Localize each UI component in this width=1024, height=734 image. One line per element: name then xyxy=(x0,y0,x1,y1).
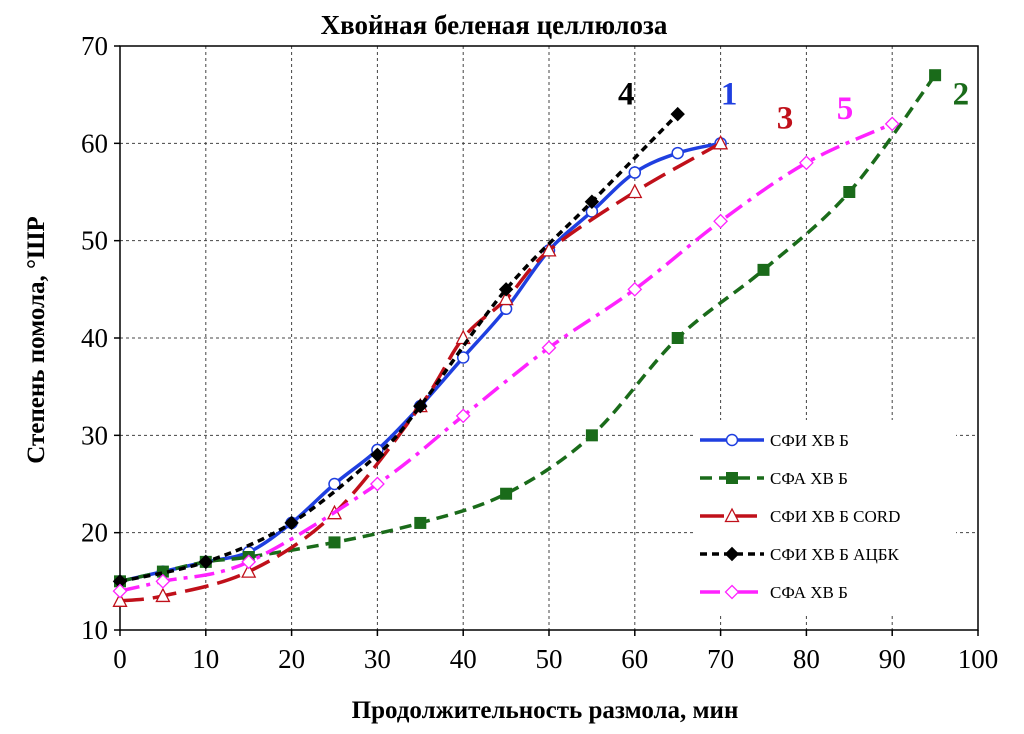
data-point xyxy=(627,183,643,199)
data-point xyxy=(155,573,171,589)
series-line xyxy=(119,112,679,584)
data-point xyxy=(241,563,257,578)
legend-item: СФА ХВ Б xyxy=(700,583,848,602)
x-tick-label: 20 xyxy=(278,644,305,674)
series-line xyxy=(119,74,937,584)
data-point xyxy=(455,408,471,424)
data-point xyxy=(929,69,942,82)
legend-label: СФА ХВ Б xyxy=(770,583,848,602)
curve-label-1: 1 xyxy=(721,76,738,112)
series-3 xyxy=(112,134,729,607)
chart-title: Хвойная беленая целлюлоза xyxy=(321,10,668,40)
legend-item: СФИ ХВ Б АЦБК xyxy=(700,545,899,564)
data-point xyxy=(713,134,729,150)
legend-marker xyxy=(724,584,740,600)
series-line xyxy=(119,141,722,603)
data-point xyxy=(671,332,684,344)
series xyxy=(112,69,942,607)
data-point xyxy=(369,476,385,492)
legend-label: СФИ ХВ Б CORD xyxy=(770,507,900,526)
curve-labels: 1 2 3 4 5 xyxy=(618,76,969,136)
data-point xyxy=(413,398,428,414)
y-tick-label: 70 xyxy=(81,31,108,61)
x-tick-label: 50 xyxy=(536,644,563,674)
legend-label: СФИ ХВ Б xyxy=(770,431,849,450)
data-point xyxy=(370,447,385,463)
x-tick-label: 0 xyxy=(113,644,127,674)
y-tick-label: 30 xyxy=(81,420,108,450)
data-point xyxy=(328,536,341,549)
y-tick-label: 10 xyxy=(81,615,108,645)
legend-marker xyxy=(724,507,740,523)
data-point xyxy=(757,263,770,276)
curve-label-2: 2 xyxy=(953,76,970,112)
data-point xyxy=(456,351,470,364)
x-tick-label: 90 xyxy=(879,644,906,674)
data-point xyxy=(627,281,643,297)
series-5 xyxy=(112,116,900,599)
legend-label: СФИ ХВ Б АЦБК xyxy=(770,545,899,564)
data-point xyxy=(798,155,814,171)
data-point xyxy=(541,340,557,356)
series-4 xyxy=(112,106,685,589)
data-point xyxy=(498,282,514,297)
legend-item: СФИ ХВ Б xyxy=(700,431,849,450)
data-point xyxy=(628,166,642,179)
series-line xyxy=(119,122,893,593)
data-point xyxy=(843,186,856,198)
data-point xyxy=(112,592,128,607)
x-tick-label: 40 xyxy=(450,644,477,674)
curve-label-5: 5 xyxy=(837,91,854,127)
data-point xyxy=(670,106,685,122)
y-axis-label: Степень помола, °ШР xyxy=(23,216,50,464)
data-point xyxy=(541,241,557,257)
legend-item: СФА ХВ Б xyxy=(700,469,848,488)
y-tick-label: 60 xyxy=(81,128,108,158)
data-point xyxy=(585,429,598,442)
x-tick-label: 30 xyxy=(364,644,391,674)
data-point xyxy=(884,116,900,132)
curve-label-4: 4 xyxy=(618,76,635,112)
y-tick-label: 20 xyxy=(81,518,108,548)
y-tick-label: 40 xyxy=(81,323,108,353)
y-tick-label: 50 xyxy=(81,226,108,256)
data-point xyxy=(198,554,214,570)
data-point xyxy=(584,194,600,209)
data-point xyxy=(500,487,513,500)
curve-label-3: 3 xyxy=(777,101,794,137)
data-point xyxy=(671,146,684,160)
x-tick-label: 100 xyxy=(958,644,999,674)
x-tick-label: 60 xyxy=(621,644,648,674)
x-tick-label: 80 xyxy=(793,644,820,674)
data-point xyxy=(112,583,128,599)
series-line xyxy=(119,141,721,584)
data-point xyxy=(155,587,171,603)
data-point xyxy=(713,213,729,229)
legend-marker xyxy=(726,472,738,484)
x-tick-label: 10 xyxy=(192,644,219,674)
data-point xyxy=(498,290,514,306)
data-point xyxy=(414,516,427,529)
x-axis-label: Продолжительность размола, мин xyxy=(352,697,739,724)
data-point xyxy=(284,515,299,531)
legend-item: СФИ ХВ Б CORD xyxy=(700,507,900,526)
data-point xyxy=(241,554,257,570)
x-tick-label: 70 xyxy=(707,644,734,674)
legend-marker xyxy=(724,546,740,562)
data-point xyxy=(328,477,341,491)
legend: СФИ ХВ Б СФА ХВ Б СФИ ХВ Б CORD СФИ ХВ Б АЦ… xyxy=(694,420,956,614)
legend-marker xyxy=(725,433,739,447)
legend-label: СФА ХВ Б xyxy=(770,469,848,488)
